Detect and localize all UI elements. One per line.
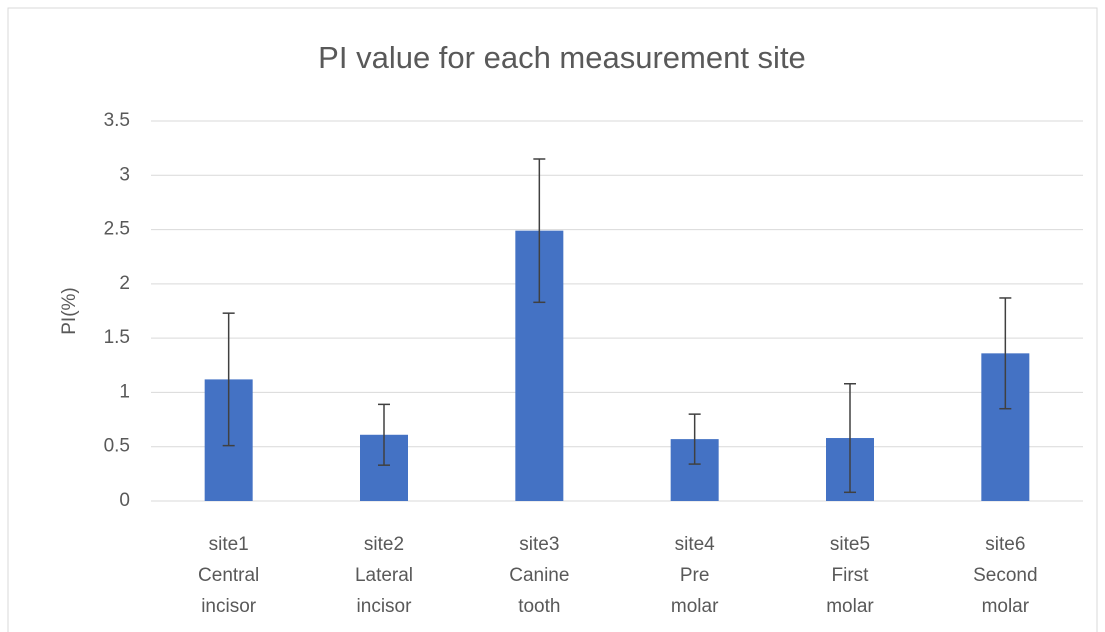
x-tick-label: molar: [671, 596, 719, 617]
x-tick-label: incisor: [201, 596, 257, 617]
x-tick-label: molar: [982, 596, 1030, 617]
error-bar: [999, 297, 1012, 410]
x-tick-label: tooth: [518, 596, 560, 617]
y-tick-label: 2.5: [104, 219, 130, 240]
x-tick-label: Second: [973, 565, 1037, 586]
x-tick-label: First: [832, 565, 870, 586]
y-tick-label: 1: [119, 381, 130, 402]
error-bar: [688, 413, 701, 465]
y-axis-label: PI(%): [59, 287, 80, 335]
y-tick-label: 0: [119, 490, 130, 511]
x-tick-label: site5: [830, 534, 870, 555]
error-bar: [844, 382, 856, 494]
y-tick-label: 2: [119, 273, 130, 294]
error-bar: [222, 312, 235, 447]
x-tick-label: Pre: [680, 565, 710, 586]
x-tick-label: site2: [364, 534, 404, 555]
x-tick-label: molar: [826, 596, 874, 617]
x-tick-label: incisor: [357, 596, 413, 617]
x-tick-label: Canine: [509, 565, 569, 586]
y-tick-label: 1.5: [104, 327, 130, 348]
x-tick-label: site3: [519, 534, 559, 555]
y-tick-label: 0.5: [104, 436, 130, 457]
chart-title: PI value for each measurement site: [318, 40, 806, 75]
error-bar: [533, 158, 546, 304]
x-tick-label: site6: [985, 534, 1025, 555]
x-tick-label: site4: [675, 534, 716, 555]
x-tick-label: Central: [198, 565, 259, 586]
x-tick-label: Lateral: [355, 565, 413, 586]
error-bar: [378, 403, 390, 466]
y-tick-label: 3.5: [104, 110, 130, 131]
x-tick-label: site1: [209, 534, 249, 555]
y-tick-label: 3: [119, 164, 130, 185]
